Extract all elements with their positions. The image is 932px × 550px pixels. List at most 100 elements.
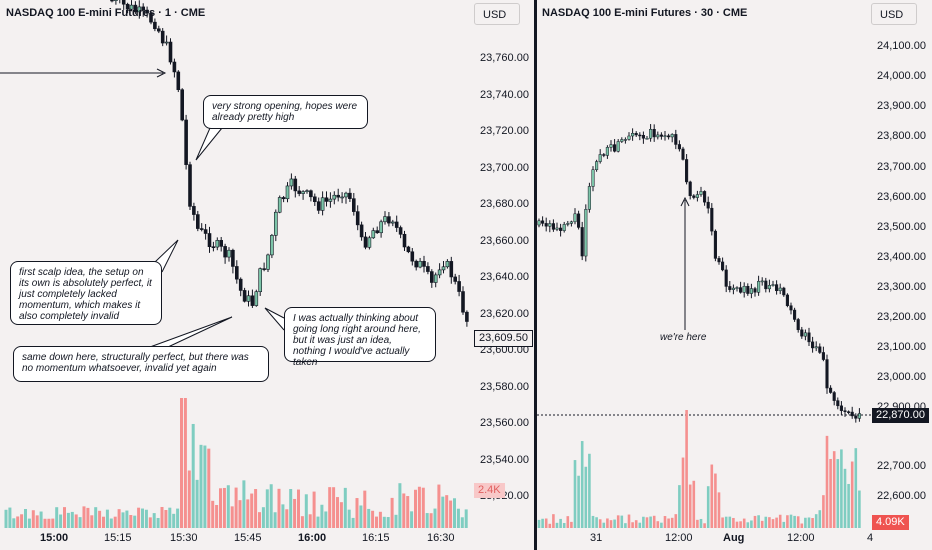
right-chart-pane[interactable]: NASDAQ 100 E-mini Futures · 30 · CME USD… — [537, 0, 932, 550]
right-candle-body — [857, 413, 861, 419]
right-volume-bar — [667, 518, 670, 528]
right-candle-body — [793, 309, 797, 320]
right-candle-body — [713, 230, 717, 259]
left-candle-body — [270, 235, 274, 256]
left-candle-body — [164, 41, 169, 44]
right-volume-bar — [609, 520, 613, 528]
left-volume-bar — [133, 515, 137, 528]
left-candle-body — [328, 198, 333, 202]
right-volume-bar — [584, 466, 588, 528]
right-volume-bar — [656, 521, 660, 528]
right-volume-bar — [804, 517, 807, 528]
left-currency-button[interactable]: USD — [474, 3, 520, 25]
left-chart-canvas[interactable] — [0, 0, 534, 550]
right-candle-body — [836, 400, 840, 407]
left-candle-body — [383, 216, 387, 223]
right-candle-body — [641, 134, 645, 139]
right-chart-canvas[interactable] — [537, 0, 932, 550]
left-price-tick-6: 23,640.00 — [480, 271, 529, 283]
left-volume-bar — [176, 508, 180, 528]
right-volume-bar — [836, 459, 840, 528]
right-candle-body — [742, 285, 746, 293]
note-same-down[interactable]: same down here, structurally perfect, bu… — [13, 346, 269, 382]
left-candle-body — [461, 291, 465, 313]
left-volume-bar — [117, 509, 121, 528]
note-long-idea[interactable]: I was actually thinking about going long… — [284, 307, 436, 368]
right-candle-body — [749, 288, 753, 294]
left-volume-bar — [121, 512, 125, 528]
right-candle-body — [847, 411, 851, 413]
left-candle-body — [320, 197, 325, 211]
right-volume-bar — [703, 523, 706, 528]
right-volume-bar — [814, 514, 818, 528]
right-volume-bar — [796, 516, 800, 528]
left-volume-bar — [308, 514, 312, 528]
right-volume-bar — [642, 516, 645, 528]
right-candle-body — [688, 181, 692, 197]
left-price-tick-0: 23,760.00 — [480, 52, 529, 64]
left-volume-bar — [285, 509, 289, 528]
right-volume-bar — [742, 518, 746, 528]
left-volume-bar — [94, 507, 98, 528]
left-candle-body — [153, 21, 157, 30]
left-volume-bar — [421, 487, 425, 528]
right-volume-bar — [631, 522, 634, 528]
left-candle-body — [301, 191, 305, 194]
left-candle-body — [168, 41, 173, 63]
were-here-annotation[interactable]: we're here — [660, 332, 707, 343]
right-volume-bar — [595, 517, 598, 528]
left-candle-body — [254, 291, 259, 306]
right-candle-body — [731, 287, 735, 290]
right-volume-bar — [566, 516, 570, 528]
right-volume-bar — [559, 518, 562, 528]
left-chart-title: NASDAQ 100 E-mini Futures · 1 · CME — [6, 7, 206, 19]
right-candle-body — [695, 194, 699, 198]
left-candle-body — [293, 178, 298, 192]
left-candle-body — [418, 260, 422, 268]
right-volume-bar — [548, 523, 552, 528]
right-candle-body — [609, 144, 613, 148]
right-candle-body — [616, 141, 620, 152]
right-volume-bar — [710, 464, 714, 528]
right-candle-body — [807, 332, 811, 343]
pane-divider[interactable] — [534, 0, 537, 550]
right-candle-body — [699, 191, 703, 195]
right-candle-body — [667, 135, 671, 138]
left-price-tick-7: 23,620.00 — [480, 307, 529, 320]
left-volume-bar — [398, 483, 402, 528]
left-volume-bar — [180, 398, 183, 528]
left-volume-bar — [269, 484, 273, 528]
left-volume-bar — [390, 497, 394, 528]
right-candle-body — [587, 186, 591, 210]
left-time-tick-0: 15:00 — [40, 532, 69, 544]
right-candle-body — [771, 284, 775, 286]
left-volume-bar — [258, 512, 261, 528]
right-candle-body — [555, 227, 559, 230]
right-volume-bar — [606, 518, 609, 528]
left-price-tick-10: 23,560.00 — [480, 417, 529, 429]
left-chart-pane[interactable]: NASDAQ 100 E-mini Futures · 1 · CME USD … — [0, 0, 534, 550]
note-opening[interactable]: very strong opening, hopes were already … — [203, 95, 368, 129]
right-volume-bar — [782, 521, 786, 528]
right-candle-body — [602, 154, 606, 156]
right-volume-bar — [760, 520, 764, 528]
right-volume-bar — [613, 519, 616, 528]
right-currency-button[interactable]: USD — [871, 3, 917, 25]
right-candle-body — [638, 134, 642, 137]
right-volume-bar — [570, 521, 573, 528]
right-candle-body — [537, 220, 541, 226]
note-first-scalp[interactable]: first scalp idea, the setup on its own i… — [10, 261, 162, 325]
right-candle-body — [584, 209, 588, 257]
left-candle-body — [110, 0, 114, 2]
left-candle-body — [129, 4, 134, 10]
right-candle-body — [717, 258, 721, 263]
left-candle-body — [262, 268, 266, 270]
left-volume-bar — [453, 498, 456, 528]
left-candle-body — [211, 246, 216, 249]
right-volume-bar — [696, 519, 699, 528]
left-candle-body — [355, 211, 360, 226]
right-candle-body — [548, 223, 552, 227]
right-volume-bar — [552, 514, 555, 528]
right-volume-bar — [652, 515, 656, 528]
left-volume-bar — [47, 518, 51, 528]
